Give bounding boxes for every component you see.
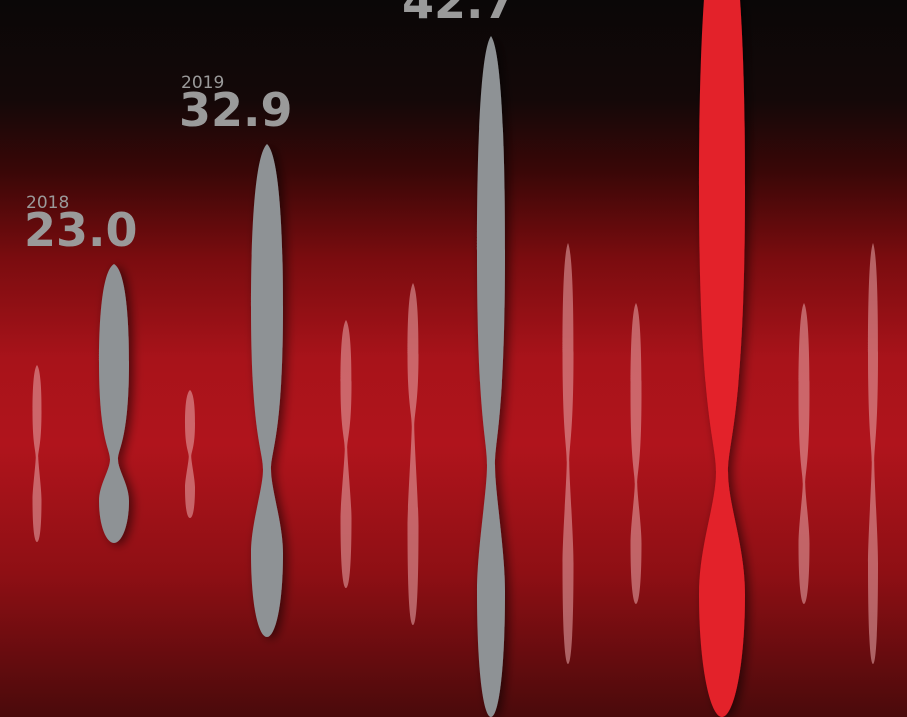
value-label: 32.9 bbox=[179, 83, 293, 137]
decor-spindle bbox=[340, 320, 352, 588]
decor-spindle bbox=[868, 243, 878, 664]
label-group-2020: 202042.7 bbox=[402, 0, 516, 29]
decor-spindle bbox=[630, 303, 642, 604]
value-label: 23.0 bbox=[24, 203, 138, 257]
decor-spindle bbox=[185, 390, 195, 518]
value-label: 42.7 bbox=[402, 0, 516, 29]
decor-spindle bbox=[798, 303, 810, 604]
decor-spindle bbox=[32, 365, 42, 542]
bar-2021 bbox=[699, 0, 745, 717]
decor-spindle bbox=[407, 283, 419, 625]
bars bbox=[99, 0, 745, 717]
decorative-spindles bbox=[32, 243, 878, 664]
bar-2020 bbox=[477, 36, 505, 717]
decor-spindle bbox=[562, 243, 574, 664]
year-label: 2019 bbox=[181, 73, 224, 93]
year-label: 2018 bbox=[26, 193, 69, 213]
bar-2018 bbox=[99, 264, 129, 543]
bar-2019 bbox=[251, 144, 283, 637]
